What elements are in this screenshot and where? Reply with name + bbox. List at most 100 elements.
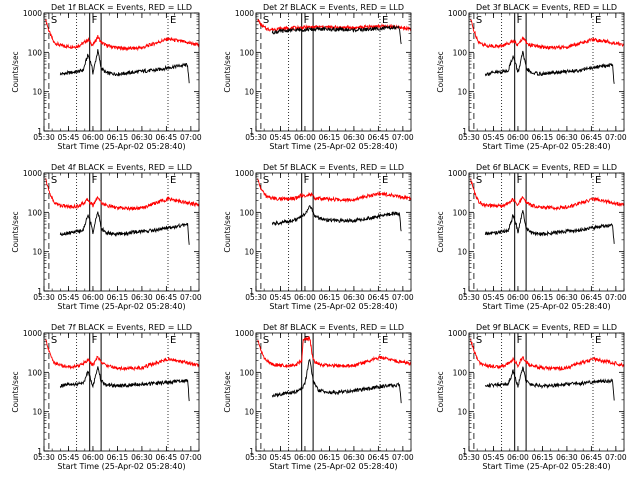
x-tick-label: 06:45: [581, 453, 603, 462]
plot-frame: [255, 172, 412, 292]
x-tick-label: 06:30: [343, 133, 365, 142]
plot-frame: [255, 12, 412, 132]
marker-label: E: [170, 175, 176, 186]
x-tick-label: 06:30: [556, 293, 578, 302]
x-tick-label: 05:30: [33, 133, 55, 142]
y-tick-label: 1000: [235, 169, 254, 178]
series-line-events: [271, 358, 402, 404]
x-tick-label: 06:00: [507, 453, 529, 462]
x-tick-label: 05:45: [270, 133, 292, 142]
x-tick-label: 07:00: [605, 453, 627, 462]
x-tick-label: 06:00: [507, 293, 529, 302]
x-tick-label: 07:00: [605, 133, 627, 142]
x-tick-label: 06:15: [319, 453, 341, 462]
x-tick-label: 06:45: [156, 453, 178, 462]
y-tick-label: 100: [453, 208, 468, 217]
plot-frame: [43, 332, 200, 452]
x-tick-label: 06:00: [82, 133, 104, 142]
chart-title: Det 1f BLACK = Events, RED = LLD: [51, 3, 192, 12]
x-tick-label: 06:15: [532, 133, 554, 142]
x-axis-label: Start Time (25-Apr-02 05:28:40): [57, 302, 185, 311]
x-tick-label: 06:30: [131, 453, 153, 462]
marker-label: F: [92, 335, 98, 346]
marker-label: E: [595, 335, 601, 346]
marker-label: E: [170, 335, 176, 346]
x-tick-label: 05:30: [245, 133, 267, 142]
chart-panel-6: Det 6f BLACK = Events, RED = LLD S F E 1 10 10…: [436, 163, 627, 311]
marker-label: F: [517, 175, 523, 186]
y-tick-label: 1: [249, 447, 254, 456]
y-tick-label: 10: [457, 248, 467, 257]
marker-label: S: [476, 335, 482, 346]
y-tick-label: 10: [32, 408, 42, 417]
x-tick-label: 06:00: [294, 293, 316, 302]
y-axis-label: Counts/sec: [223, 371, 232, 412]
chart-panel-8: Det 8f BLACK = Events, RED = LLD S F E 1 10 10…: [223, 323, 414, 471]
y-axis-label: Counts/sec: [223, 51, 232, 92]
chart-panel-1: Det 1f BLACK = Events, RED = LLD S F E 1 10 10…: [11, 3, 202, 151]
series-line-events: [59, 211, 190, 245]
plot-frame: [255, 332, 412, 452]
x-axis-label: Start Time (25-Apr-02 05:28:40): [269, 462, 397, 471]
y-tick-label: 100: [240, 48, 255, 57]
series-line-lld: [257, 335, 412, 369]
y-tick-label: 10: [32, 248, 42, 257]
y-tick-label: 10: [244, 88, 254, 97]
x-axis-label: Start Time (25-Apr-02 05:28:40): [482, 462, 610, 471]
series-line-events: [271, 205, 402, 232]
chart-panel-3: Det 3f BLACK = Events, RED = LLD S F E 1 10 10…: [436, 3, 627, 151]
y-axis-label: Counts/sec: [436, 371, 445, 412]
x-tick-label: 06:00: [82, 453, 104, 462]
x-tick-label: 05:30: [458, 453, 480, 462]
chart-title: Det 8f BLACK = Events, RED = LLD: [263, 323, 404, 332]
y-axis-label: Counts/sec: [11, 371, 20, 412]
x-tick-label: 06:00: [294, 453, 316, 462]
x-tick-label: 07:00: [392, 453, 414, 462]
y-tick-label: 100: [28, 368, 43, 377]
y-tick-label: 100: [453, 48, 468, 57]
x-tick-label: 05:45: [58, 453, 80, 462]
y-tick-label: 1000: [23, 329, 42, 338]
x-tick-label: 05:45: [58, 133, 80, 142]
series-line-lld: [470, 18, 625, 51]
x-tick-label: 06:30: [556, 453, 578, 462]
x-tick-label: 06:00: [507, 133, 529, 142]
y-tick-label: 10: [244, 408, 254, 417]
y-tick-label: 100: [240, 208, 255, 217]
y-tick-label: 1: [37, 287, 42, 296]
y-axis-label: Counts/sec: [436, 211, 445, 252]
marker-label: S: [263, 175, 269, 186]
x-tick-label: 07:00: [392, 133, 414, 142]
x-tick-label: 06:45: [368, 293, 390, 302]
marker-label: S: [51, 335, 57, 346]
x-tick-label: 05:45: [483, 133, 505, 142]
y-tick-label: 10: [457, 408, 467, 417]
marker-label: S: [476, 15, 482, 26]
y-tick-label: 1: [462, 287, 467, 296]
x-tick-label: 06:30: [343, 293, 365, 302]
x-tick-label: 05:30: [245, 293, 267, 302]
y-tick-label: 100: [28, 208, 43, 217]
x-axis-label: Start Time (25-Apr-02 05:28:40): [482, 302, 610, 311]
y-tick-label: 1000: [448, 9, 467, 18]
y-tick-label: 100: [240, 368, 255, 377]
series-line-lld: [470, 178, 625, 212]
x-tick-label: 05:30: [33, 453, 55, 462]
series-line-lld: [470, 338, 625, 372]
x-tick-label: 07:00: [180, 133, 202, 142]
x-tick-label: 06:30: [131, 293, 153, 302]
x-tick-label: 06:30: [131, 133, 153, 142]
chart-panel-7: Det 7f BLACK = Events, RED = LLD S F E 1 10 10…: [11, 323, 202, 471]
x-tick-label: 07:00: [392, 293, 414, 302]
y-tick-label: 1: [249, 287, 254, 296]
x-tick-label: 05:45: [483, 293, 505, 302]
x-axis-label: Start Time (25-Apr-02 05:28:40): [57, 142, 185, 151]
x-tick-label: 06:45: [368, 453, 390, 462]
marker-label: S: [476, 175, 482, 186]
chart-panel-2: Det 2f BLACK = Events, RED = LLD S F E 1 10 10…: [223, 3, 414, 151]
y-tick-label: 1: [462, 447, 467, 456]
x-tick-label: 06:15: [532, 453, 554, 462]
marker-label: S: [263, 15, 269, 26]
marker-label: S: [51, 15, 57, 26]
plot-frame: [468, 172, 625, 292]
